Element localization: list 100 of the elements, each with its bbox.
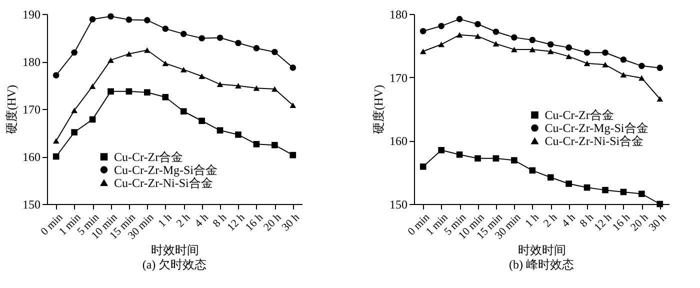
y-tick-label: 180	[22, 55, 40, 69]
point	[547, 48, 554, 54]
point	[456, 32, 463, 38]
point	[71, 129, 78, 136]
point	[492, 155, 500, 162]
point	[162, 60, 169, 66]
x-axis-title: 时效时间	[151, 243, 199, 258]
y-axis-title: 硬度(HV)	[372, 84, 386, 134]
point	[126, 16, 132, 23]
legend-label: Cu-Cr-Zr-Mg-Si合金	[114, 162, 218, 177]
point	[620, 188, 627, 196]
point	[290, 102, 296, 108]
point	[162, 26, 169, 32]
point	[566, 54, 572, 60]
point	[198, 73, 205, 79]
point	[272, 48, 278, 56]
point	[89, 83, 96, 89]
point	[144, 17, 150, 24]
point	[620, 72, 627, 78]
point	[71, 49, 78, 56]
point	[511, 157, 518, 164]
point	[602, 49, 608, 56]
point	[620, 56, 627, 63]
point	[272, 86, 278, 92]
y-axis-title: 硬度(HV)	[4, 84, 18, 134]
point	[474, 155, 481, 162]
y-tick-label: 160	[22, 150, 40, 164]
point	[89, 116, 96, 123]
point	[216, 34, 224, 41]
point	[235, 82, 242, 88]
x-tick-label: 4 h	[560, 211, 578, 230]
point	[474, 20, 481, 28]
point	[529, 46, 536, 52]
point	[71, 108, 78, 114]
legend-label: Cu-Cr-Zr-Ni-Si合金	[114, 176, 213, 190]
point	[511, 46, 518, 52]
point	[511, 34, 518, 41]
point	[474, 33, 481, 39]
point	[290, 152, 296, 158]
y-tick-label: 170	[390, 70, 408, 85]
point	[198, 35, 205, 42]
point	[108, 13, 114, 20]
point	[290, 64, 296, 71]
legend-label: Cu-Cr-Zr-Mg-Si合金	[544, 121, 648, 135]
text: (a) 欠时效态	[142, 258, 207, 272]
point	[272, 142, 278, 148]
point	[638, 190, 645, 198]
point	[253, 140, 260, 148]
point	[253, 85, 260, 91]
point	[456, 16, 463, 22]
point	[198, 118, 205, 124]
point	[126, 51, 132, 57]
point	[492, 41, 500, 47]
x-tick-label: 2 h	[174, 211, 193, 230]
point	[235, 40, 242, 46]
legend-label: Cu-Cr-Zr合金	[114, 150, 184, 164]
point	[492, 28, 500, 35]
x-tick-label: 2 h	[541, 211, 560, 230]
point	[438, 22, 444, 30]
point	[144, 89, 150, 96]
y-tick-label: 160	[390, 134, 408, 148]
x-tick-label: 8 h	[210, 211, 230, 230]
point	[52, 72, 60, 78]
x-tick-label: 1 h	[523, 211, 542, 230]
point	[235, 131, 242, 138]
point	[566, 44, 572, 51]
y-tick-label: 170	[22, 102, 40, 116]
point	[420, 28, 426, 34]
x-axis-title: 时效时间	[518, 243, 566, 258]
point	[52, 153, 60, 160]
point	[108, 88, 114, 95]
point	[547, 41, 554, 48]
point	[253, 45, 260, 52]
point	[180, 30, 187, 38]
point	[144, 47, 150, 53]
point	[420, 48, 426, 54]
point	[180, 66, 187, 72]
point	[584, 49, 590, 56]
point	[584, 184, 590, 191]
y-tick-label: 150	[390, 198, 408, 212]
point	[638, 62, 645, 70]
point	[656, 200, 664, 208]
legend-label: Cu-Cr-Zr-Ni-Si合金	[544, 134, 644, 148]
x-tick-label: 4 h	[192, 211, 212, 230]
point	[216, 127, 224, 134]
x-tick-label: 1 h	[156, 211, 175, 230]
point	[438, 147, 444, 154]
point	[438, 42, 444, 48]
point	[584, 60, 590, 66]
point	[216, 82, 224, 88]
point	[456, 151, 463, 158]
point	[547, 174, 554, 181]
point	[529, 167, 536, 174]
point	[89, 16, 96, 22]
text: (b) 峰时效态	[509, 258, 574, 272]
point	[52, 138, 60, 144]
point	[180, 108, 187, 115]
point	[420, 163, 426, 170]
point	[126, 88, 132, 95]
point	[108, 57, 114, 63]
